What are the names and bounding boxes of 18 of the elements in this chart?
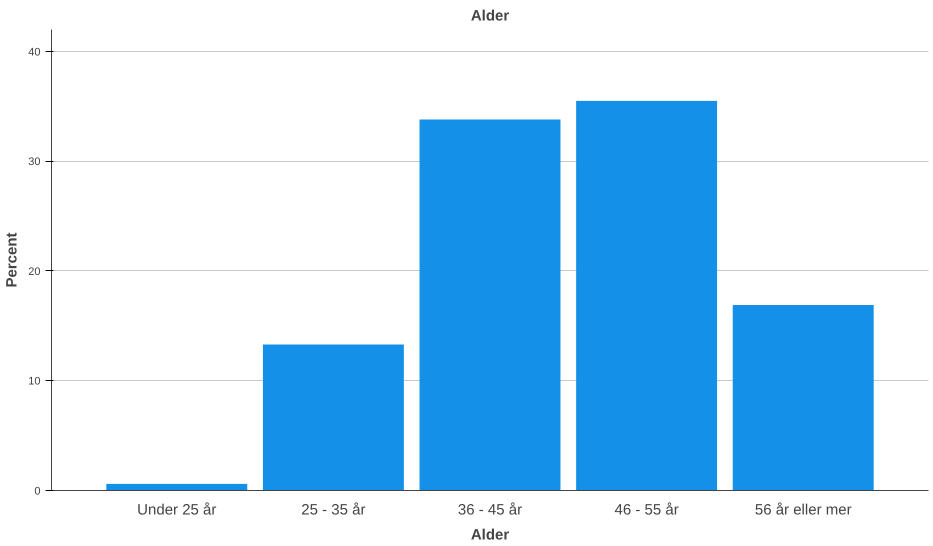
x-tick-label: Under 25 år <box>137 502 216 518</box>
bar <box>262 344 404 490</box>
x-tick-label: 56 år eller mer <box>754 502 852 518</box>
y-tick-label: 0 <box>34 486 41 498</box>
y-tick-label: 10 <box>28 376 41 388</box>
y-axis-title: Percent <box>3 232 20 288</box>
y-tick-label: 30 <box>28 156 41 168</box>
x-tick-label: 25 - 35 år <box>301 502 366 518</box>
y-tick-label: 20 <box>28 266 41 278</box>
bar <box>106 484 248 490</box>
chart-title: Alder <box>470 8 510 24</box>
bar <box>576 100 718 490</box>
x-axis-title: Alder <box>470 526 510 544</box>
bar <box>732 305 874 490</box>
x-tick-label: 36 - 45 år <box>458 502 522 518</box>
y-tick-label: 40 <box>28 46 41 58</box>
x-tick-label: 46 - 55 år <box>614 502 679 518</box>
bar <box>420 120 560 490</box>
